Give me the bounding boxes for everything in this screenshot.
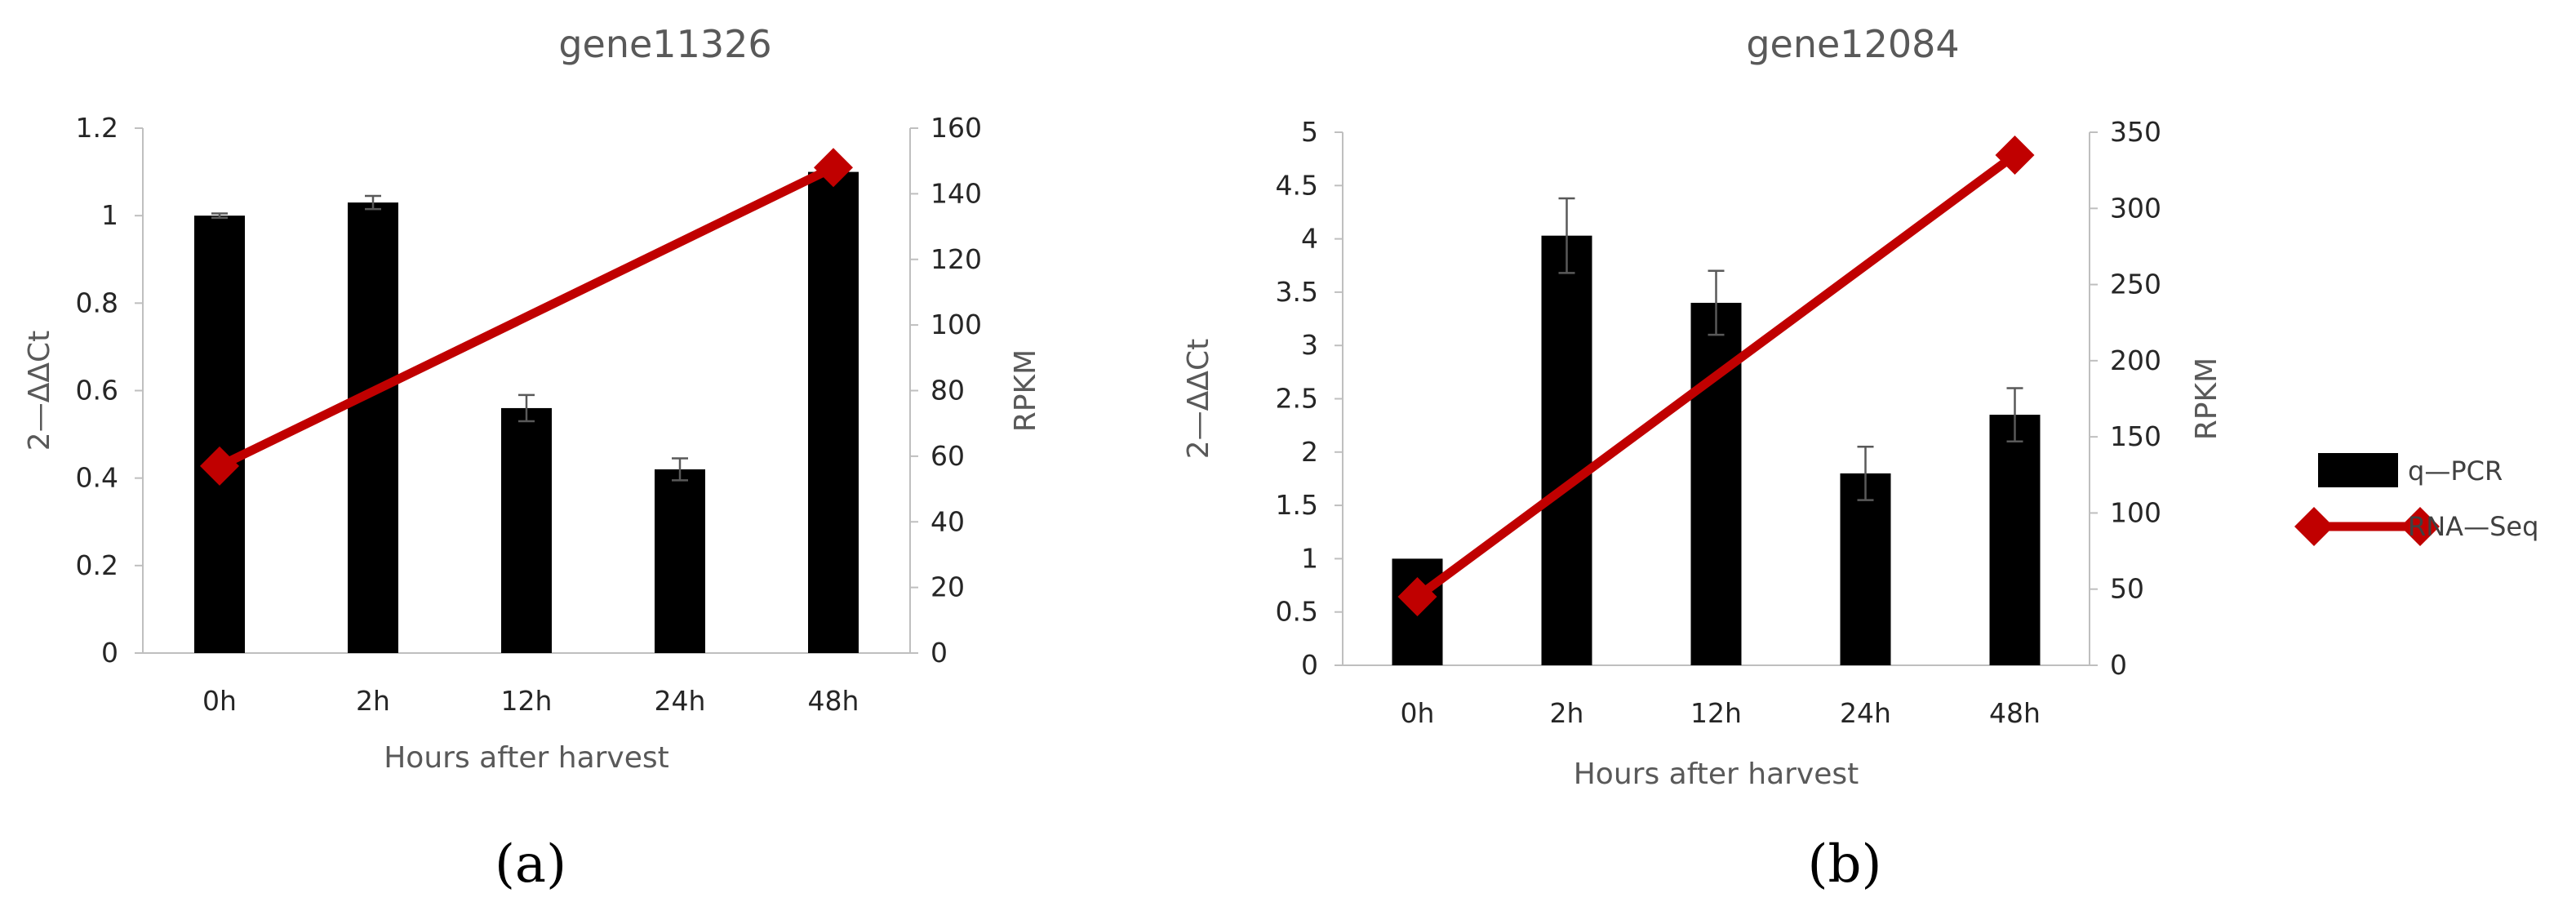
chart-title: gene12084	[1746, 22, 1959, 66]
chart-a: gene11326 0 0.2 0.4 0.6 0.8 1 1.2 0 20 40 60 80 100 12…	[23, 22, 1042, 895]
y-tick-label: 5	[1301, 116, 1318, 148]
line-marker	[1995, 135, 2035, 175]
y-tick-label: 0.2	[76, 549, 118, 581]
x-tick-label: 24h	[655, 685, 706, 717]
x-tick-label: 24h	[1840, 697, 1891, 729]
y2-tick-label: 160	[930, 112, 982, 144]
y2-tick-label: 50	[2110, 573, 2144, 605]
y2-tick-label: 100	[930, 309, 982, 340]
x-tick-label: 12h	[501, 685, 553, 717]
y2-tick-label: 350	[2110, 116, 2161, 148]
y2-tick-label: 150	[2110, 420, 2161, 452]
y2-tick-label: 40	[930, 505, 965, 537]
error-bar	[211, 212, 228, 220]
error-bar-path	[672, 457, 688, 482]
x-tick-label: 2h	[1550, 697, 1584, 729]
legend-label-rnaseq: RNA—Seq	[2408, 511, 2538, 542]
y2-tick-label: 60	[930, 440, 965, 472]
error-bar-path	[1708, 269, 1725, 336]
y-axis-title: 2—ΔΔCt	[1182, 339, 1215, 459]
line-marker	[1397, 577, 1437, 617]
y-tick-label: 3	[1301, 329, 1318, 361]
x-tick-label: 12h	[1690, 697, 1742, 729]
y-tick-label: 0.5	[1276, 596, 1318, 628]
y-tick-label: 1.2	[76, 112, 118, 144]
bar	[655, 469, 705, 653]
series-line	[1415, 151, 2018, 601]
x-axis-title: Hours after harvest	[1574, 758, 1859, 791]
bar	[1989, 415, 2041, 665]
y-tick-label: 0	[1301, 649, 1318, 681]
y2-tick-label: 250	[2110, 269, 2161, 300]
x-tick-label: 0h	[202, 685, 237, 717]
chart-title: gene11326	[558, 22, 771, 66]
legend-marker	[2401, 507, 2440, 546]
legend-label-qpcr: q—PCR	[2408, 456, 2503, 487]
y-tick-label: 2.5	[1276, 383, 1318, 415]
panel-label: (b)	[1808, 834, 1882, 895]
error-bar-path	[2006, 387, 2023, 442]
y2-tick-label: 0	[930, 637, 948, 669]
error-bar	[1708, 269, 1725, 336]
y-tick-label: 0.4	[76, 462, 118, 494]
x-tick-label: 48h	[808, 685, 859, 717]
y2-tick-label: 200	[2110, 344, 2161, 376]
y2-tick-label: 80	[930, 375, 965, 407]
error-bar	[2006, 387, 2023, 442]
bar	[1840, 473, 1891, 665]
y-tick-label: 1.5	[1276, 489, 1318, 521]
y2-tick-label: 0	[2110, 649, 2127, 681]
error-bar-path	[1558, 197, 1575, 274]
y2-axis-title: RPKM	[1009, 349, 1042, 432]
y-tick-label: 0	[101, 637, 118, 669]
y2-axis-title: RPKM	[2190, 358, 2223, 440]
error-bar	[672, 457, 688, 482]
bar	[1541, 235, 1592, 665]
y-tick-label: 2	[1301, 436, 1318, 468]
error-bar	[518, 393, 535, 423]
error-bar-path	[518, 393, 535, 423]
x-tick-label: 0h	[1401, 697, 1435, 729]
x-tick-label: 48h	[1989, 697, 2041, 729]
y-tick-label: 3.5	[1276, 276, 1318, 308]
line-marker	[814, 148, 853, 188]
y2-tick-label: 20	[930, 571, 965, 603]
legend: q—PCR RNA—Seq	[2294, 453, 2538, 546]
y-axis-title: 2—ΔΔCt	[23, 331, 56, 451]
panel-label: (a)	[495, 834, 566, 895]
error-bar-path	[1857, 446, 1874, 501]
bar	[348, 202, 398, 653]
error-bar	[1558, 197, 1575, 274]
y-tick-label: 1	[1301, 542, 1318, 574]
bar	[194, 216, 245, 654]
error-bar	[1857, 446, 1874, 501]
x-tick-label: 2h	[356, 685, 390, 717]
error-bar-path	[211, 212, 228, 220]
y-tick-label: 4.5	[1276, 169, 1318, 201]
y-tick-label: 0.6	[76, 375, 118, 407]
y-tick-label: 0.8	[76, 287, 118, 318]
legend-swatch-bar	[2318, 453, 2398, 487]
error-bar	[365, 194, 381, 211]
line-marker	[200, 446, 239, 486]
y2-tick-label: 140	[930, 177, 982, 209]
y2-tick-label: 120	[930, 243, 982, 275]
chart-b: gene1208400.511.522.533.544.550501001502…	[1182, 22, 2223, 895]
x-axis-title: Hours after harvest	[384, 741, 669, 775]
y-tick-label: 1	[101, 199, 118, 231]
y-tick-label: 4	[1301, 223, 1318, 255]
bar	[1690, 302, 1742, 665]
series-line	[217, 163, 836, 470]
bar	[808, 171, 859, 654]
y2-tick-label: 100	[2110, 496, 2161, 528]
y2-tick-label: 300	[2110, 192, 2161, 224]
legend-marker	[2294, 507, 2334, 546]
bar	[501, 407, 552, 653]
error-bar-path	[365, 194, 381, 211]
